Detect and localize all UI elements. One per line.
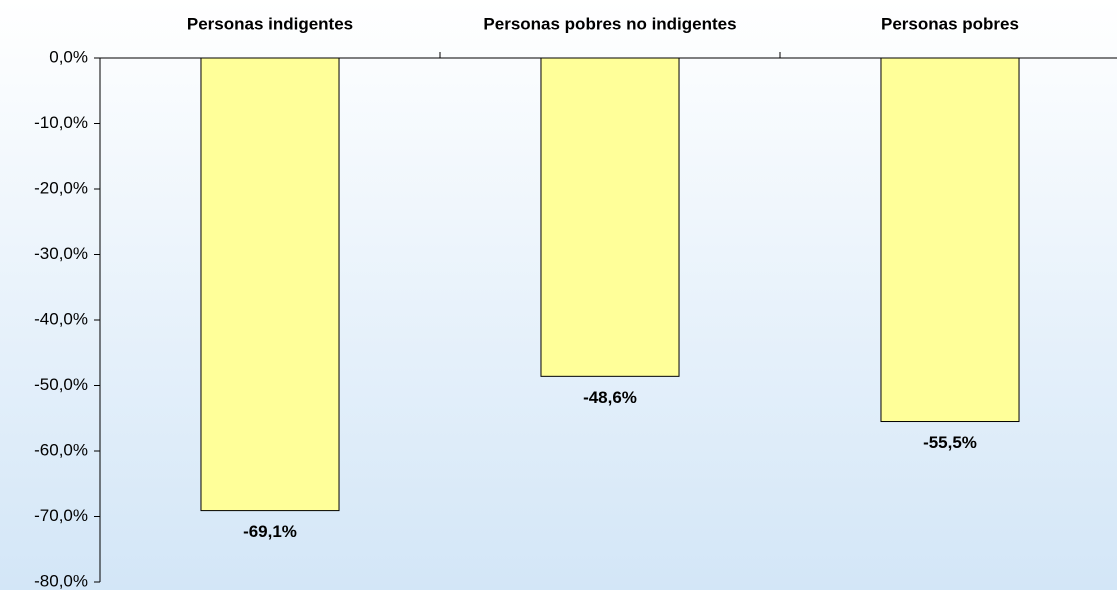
y-tick-label: -20,0%: [34, 178, 88, 197]
y-tick-label: -60,0%: [34, 440, 88, 459]
data-label: -69,1%: [243, 522, 297, 541]
y-tick-label: -30,0%: [34, 244, 88, 263]
y-tick-label: -80,0%: [34, 571, 88, 590]
y-tick-label: 0,0%: [49, 47, 88, 66]
bar: [540, 57, 680, 377]
y-tick-label: -40,0%: [34, 309, 88, 328]
y-tick-label: -50,0%: [34, 375, 88, 394]
y-tick-label: -10,0%: [34, 113, 88, 132]
x-tick-label: Personas pobres no indigentes: [483, 14, 736, 33]
y-tick-label: -70,0%: [34, 506, 88, 525]
x-tick-label: Personas indigentes: [187, 14, 353, 33]
x-tick-label: Personas pobres: [881, 14, 1019, 33]
bar: [200, 57, 340, 512]
data-label: -55,5%: [923, 433, 977, 452]
bar: [880, 57, 1020, 423]
data-label: -48,6%: [583, 388, 637, 407]
